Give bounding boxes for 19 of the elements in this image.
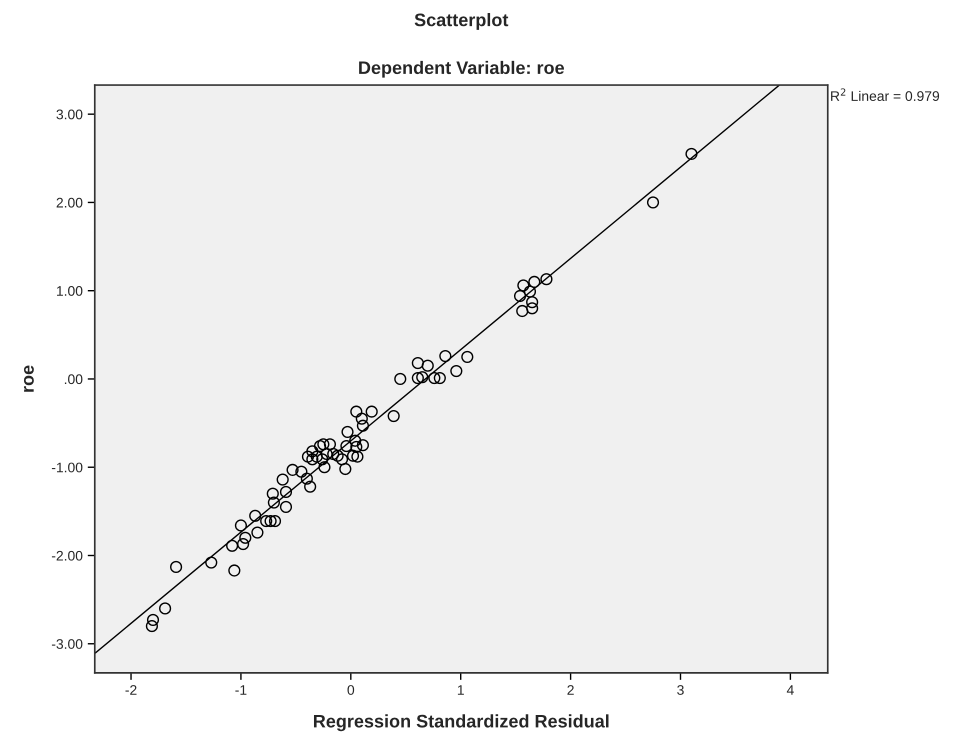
x-tick-label: 3	[677, 685, 684, 695]
x-tick-label: 4	[786, 685, 794, 695]
y-tick-label: -1.00	[52, 462, 82, 472]
x-tick-label: 1	[458, 685, 464, 695]
x-tick-label: 2	[567, 685, 574, 695]
x-tick-label: 0	[347, 685, 354, 695]
text: R$^{2}$ Linear = 0.979	[831, 88, 940, 102]
x-axis-title: Regression Standardized Residual	[314, 714, 608, 732]
y-tick-label: .00	[64, 374, 82, 384]
chart-title: Scatterplot	[414, 13, 508, 30]
y-tick-label: -2.00	[52, 550, 82, 561]
y-axis-title: roe	[24, 366, 34, 392]
x-tick-label: -1	[235, 685, 246, 695]
chart-subtitle: Dependent Variable: roe	[359, 60, 564, 78]
x-tick-label: -2	[125, 685, 137, 695]
y-tick-label: 1.00	[56, 286, 82, 296]
y-tick-label: 3.00	[56, 110, 82, 120]
y-tick-label: 2.00	[56, 198, 82, 208]
y-tick-label: -3.00	[52, 639, 82, 649]
